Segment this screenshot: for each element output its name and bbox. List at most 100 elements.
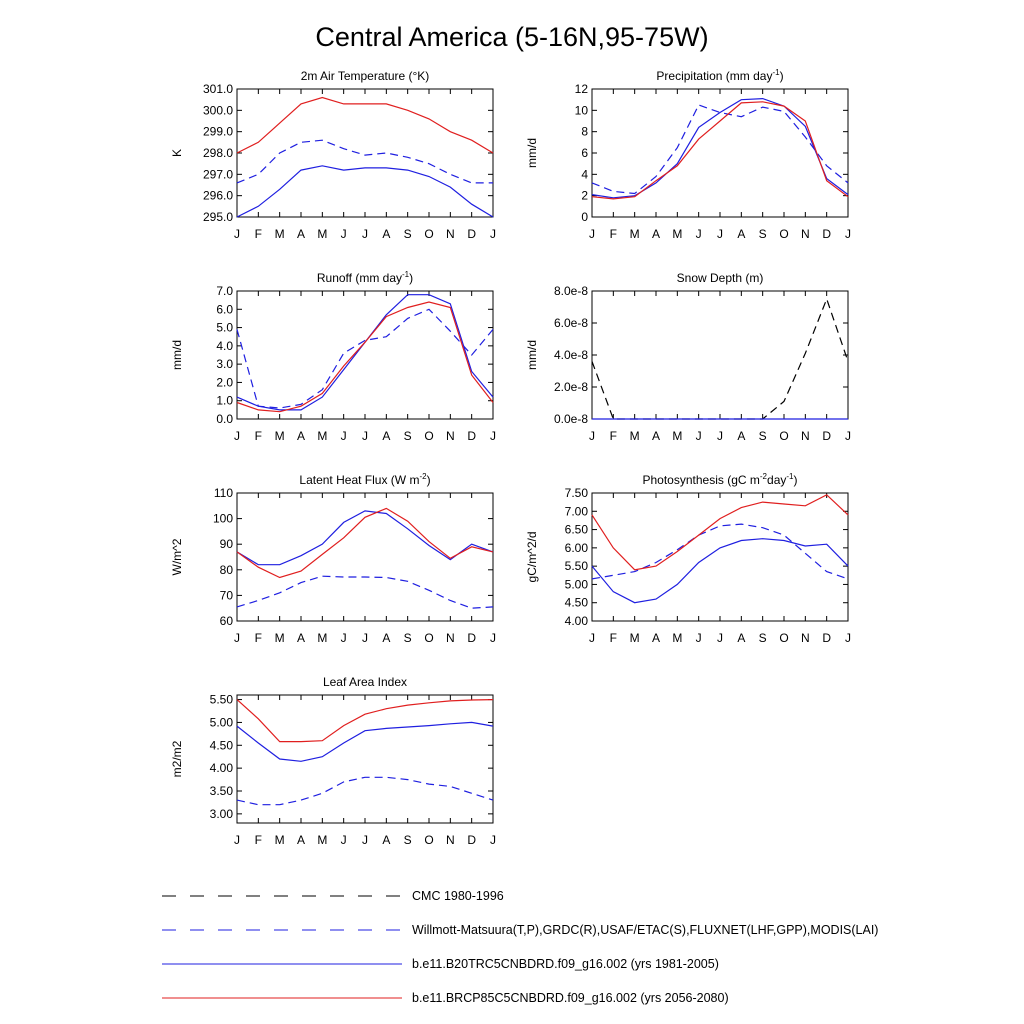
x-tick-label: J [589,429,595,443]
y-axis-label: mm/d [170,340,184,370]
x-tick-label: M [672,631,682,645]
legend-label: b.e11.BRCP85C5CNBDRD.f09_g16.002 (yrs 20… [412,991,729,1005]
x-tick-label: J [362,631,368,645]
y-tick-label: 4.00 [565,614,589,628]
x-tick-label: A [652,631,660,645]
x-tick-label: J [234,833,240,847]
legend-item: b.e11.B20TRC5CNBDRD.f09_g16.002 (yrs 198… [162,957,719,971]
x-tick-label: N [801,227,810,241]
legend-item: Willmott-Matsuura(T,P),GRDC(R),USAF/ETAC… [162,923,878,937]
x-tick-label: S [404,833,412,847]
y-tick-label: 299.0 [203,125,233,139]
x-tick-label: J [845,429,851,443]
x-tick-label: S [404,227,412,241]
x-tick-label: F [610,631,617,645]
x-tick-label: N [446,429,455,443]
x-tick-label: N [801,429,810,443]
x-tick-label: J [234,227,240,241]
panel-title: Runoff (mm day-1) [317,270,413,285]
y-tick-label: 0.0e-8 [554,412,588,426]
x-tick-label: A [652,429,660,443]
x-tick-label: O [779,227,788,241]
x-tick-label: N [446,631,455,645]
x-tick-label: J [362,227,368,241]
x-tick-label: S [404,429,412,443]
x-tick-label: J [845,227,851,241]
series-line-obs_wm [236,575,494,609]
panel-title: Snow Depth (m) [677,271,764,285]
x-tick-label: N [446,227,455,241]
y-tick-label: 6.00 [565,541,589,555]
x-tick-label: F [610,227,617,241]
chart-panels: 2m Air Temperature (°K) K 295.0 296.0 297.0 2… [170,68,851,847]
y-tick-label: 5.50 [565,559,589,573]
y-tick-label: 6.50 [565,523,589,537]
y-tick-label: 297.0 [203,167,233,181]
x-tick-label: A [297,631,305,645]
chart-panel-5: Latent Heat Flux (W m-2) W/m^2 60 70 80 90 100… [170,472,496,645]
series-line-model_hist [236,510,494,566]
y-tick-label: 0.0 [216,412,233,426]
x-tick-label: S [759,429,767,443]
y-tick-label: 8 [581,125,588,139]
x-tick-label: N [801,631,810,645]
chart-panel-4: Snow Depth (m) mm/d 0.0e-8 2.0e-8 4.0e-8 6.0e… [525,271,851,443]
plot-frame [236,290,494,420]
series-line-model_future [591,101,849,200]
y-tick-label: 90 [220,537,234,551]
y-tick-label: 5.00 [210,715,234,729]
page-title: Central America (5-16N,95-75W) [315,22,708,52]
y-tick-label: 295.0 [203,210,233,224]
x-tick-label: A [737,631,745,645]
y-tick-label: 5.0 [216,321,233,335]
series-line-model_hist [236,294,494,411]
x-tick-label: A [737,429,745,443]
x-tick-label: M [630,429,640,443]
panel-title: 2m Air Temperature (°K) [301,69,430,83]
chart-panel-1: 2m Air Temperature (°K) K 295.0 296.0 297.0 2… [170,69,496,241]
x-tick-label: M [672,227,682,241]
x-tick-label: F [610,429,617,443]
x-tick-label: J [341,833,347,847]
y-axis-label: mm/d [525,340,539,370]
x-tick-label: N [446,833,455,847]
x-tick-label: J [341,429,347,443]
y-tick-label: 1.0 [216,394,233,408]
legend-label: b.e11.B20TRC5CNBDRD.f09_g16.002 (yrs 198… [412,957,719,971]
x-tick-label: D [467,227,476,241]
x-tick-label: J [362,429,368,443]
y-tick-label: 300.0 [203,103,233,117]
x-tick-label: J [717,227,723,241]
y-tick-label: 7.00 [565,504,589,518]
x-tick-label: J [234,631,240,645]
series-line-obs_cmc [591,297,849,420]
legend-item: b.e11.BRCP85C5CNBDRD.f09_g16.002 (yrs 20… [162,991,729,1005]
x-tick-label: M [317,833,327,847]
x-tick-label: M [630,631,640,645]
x-tick-label: J [717,631,723,645]
x-tick-label: O [424,833,433,847]
series-line-obs_wm [236,139,493,184]
panel-title: Leaf Area Index [323,675,407,689]
series-line-model_hist [591,97,849,199]
chart-panel-6: Photosynthesis (gC m-2day-1) gC/m^2/d 4.00… [525,472,851,645]
x-tick-label: J [696,631,702,645]
x-tick-label: A [652,227,660,241]
series-line-model_future [236,301,494,413]
x-tick-label: O [779,631,788,645]
y-tick-label: 2.0 [216,375,233,389]
x-tick-label: M [275,631,285,645]
y-tick-label: 7.0 [216,284,233,298]
x-tick-label: A [382,631,390,645]
y-tick-label: 100 [213,512,233,526]
y-tick-label: 298.0 [203,146,233,160]
legend-label: Willmott-Matsuura(T,P),GRDC(R),USAF/ETAC… [412,923,878,937]
x-tick-label: M [630,227,640,241]
y-tick-label: 4.00 [210,761,234,775]
x-tick-label: M [275,429,285,443]
series-line-model_future [236,699,494,743]
y-tick-label: 4.0 [216,339,233,353]
x-tick-label: A [297,227,305,241]
x-tick-label: M [317,429,327,443]
y-tick-label: 2 [581,189,588,203]
